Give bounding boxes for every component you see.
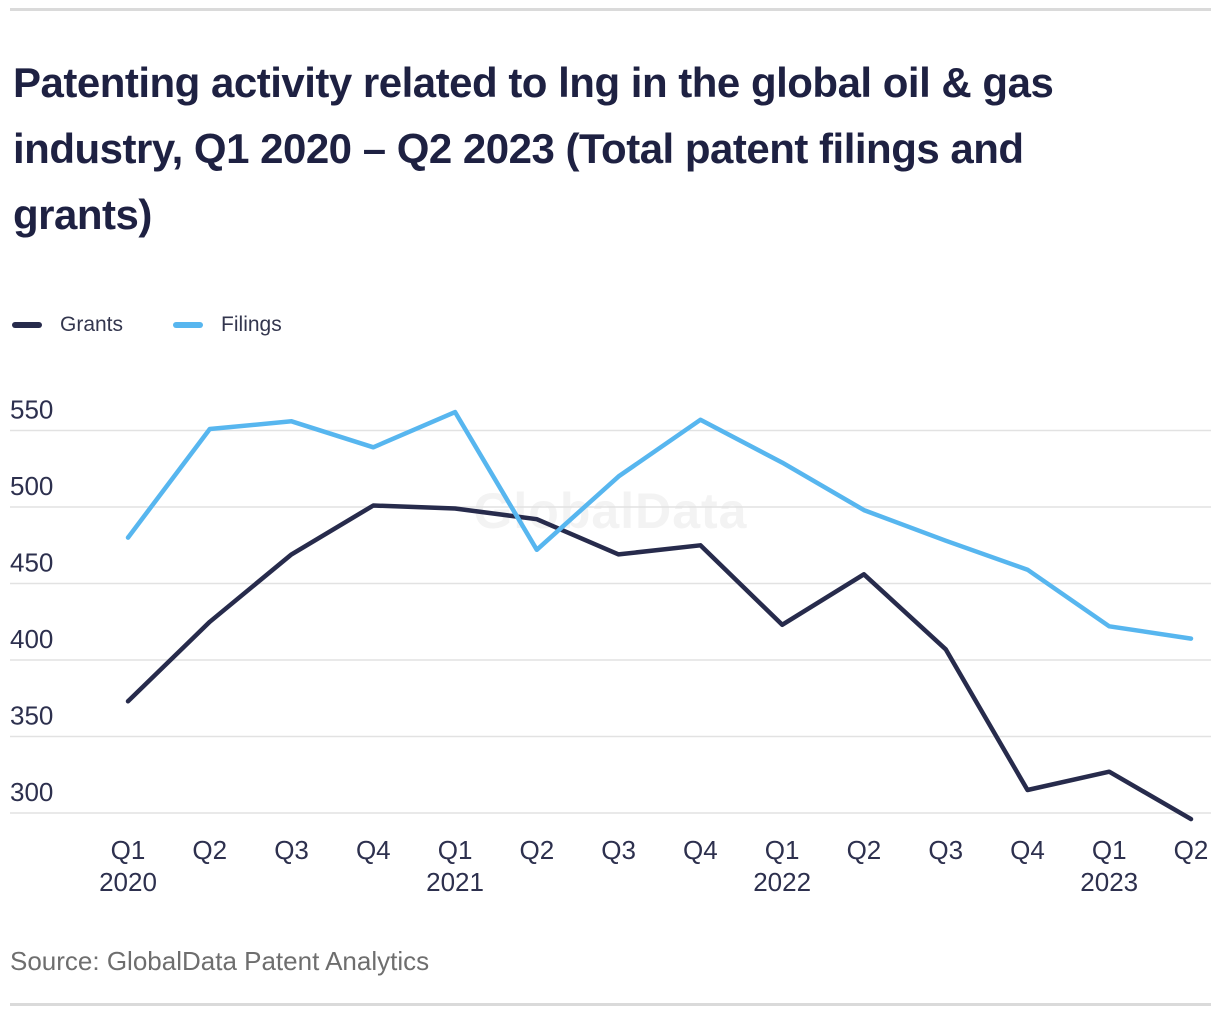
x-tick-label: Q4 [683,835,718,865]
legend-item-grants: Grants [12,313,123,337]
x-tick-label: Q4 [356,835,391,865]
filings-legend-label: Filings [221,313,282,336]
y-tick-label: 350 [10,701,53,731]
legend: Grants Filings [12,313,282,337]
y-tick-label: 450 [10,548,53,578]
x-tick-label: Q2 [1174,835,1209,865]
filings-line [125,409,1194,641]
x-year-label: 2020 [99,867,157,897]
globaldata-watermark: GlobalData [473,483,748,539]
y-tick-label: 550 [10,395,53,425]
x-year-label: 2021 [426,867,484,897]
grants-legend-swatch [12,322,42,328]
x-tick-label: Q2 [847,835,882,865]
x-tick-label: Q3 [601,835,636,865]
legend-item-filings: Filings [173,313,282,337]
x-tick-label: Q4 [1010,835,1045,865]
x-tick-label: Q2 [192,835,227,865]
grants-legend-label: Grants [60,313,124,336]
x-tick-label: Q1 [111,835,146,865]
y-tick-label: 400 [10,624,53,654]
filings-legend-swatch [173,322,204,328]
source-note: Source: GlobalData Patent Analytics [10,946,430,976]
y-tick-label: 500 [10,471,53,501]
x-tick-label: Q2 [520,835,555,865]
x-year-label: 2022 [753,867,811,897]
x-tick-label: Q1 [765,835,800,865]
x-tick-label: Q3 [274,835,309,865]
x-tick-label: Q1 [438,835,473,865]
page-title: Patenting activity related to lng in the… [13,59,1054,238]
x-tick-label: Q1 [1092,835,1127,865]
x-year-label: 2023 [1080,867,1138,897]
x-tick-label: Q3 [928,835,963,865]
bottom-divider [10,1003,1211,1006]
top-divider [10,8,1211,11]
grants-line [125,503,1194,822]
y-tick-label: 300 [10,777,53,807]
